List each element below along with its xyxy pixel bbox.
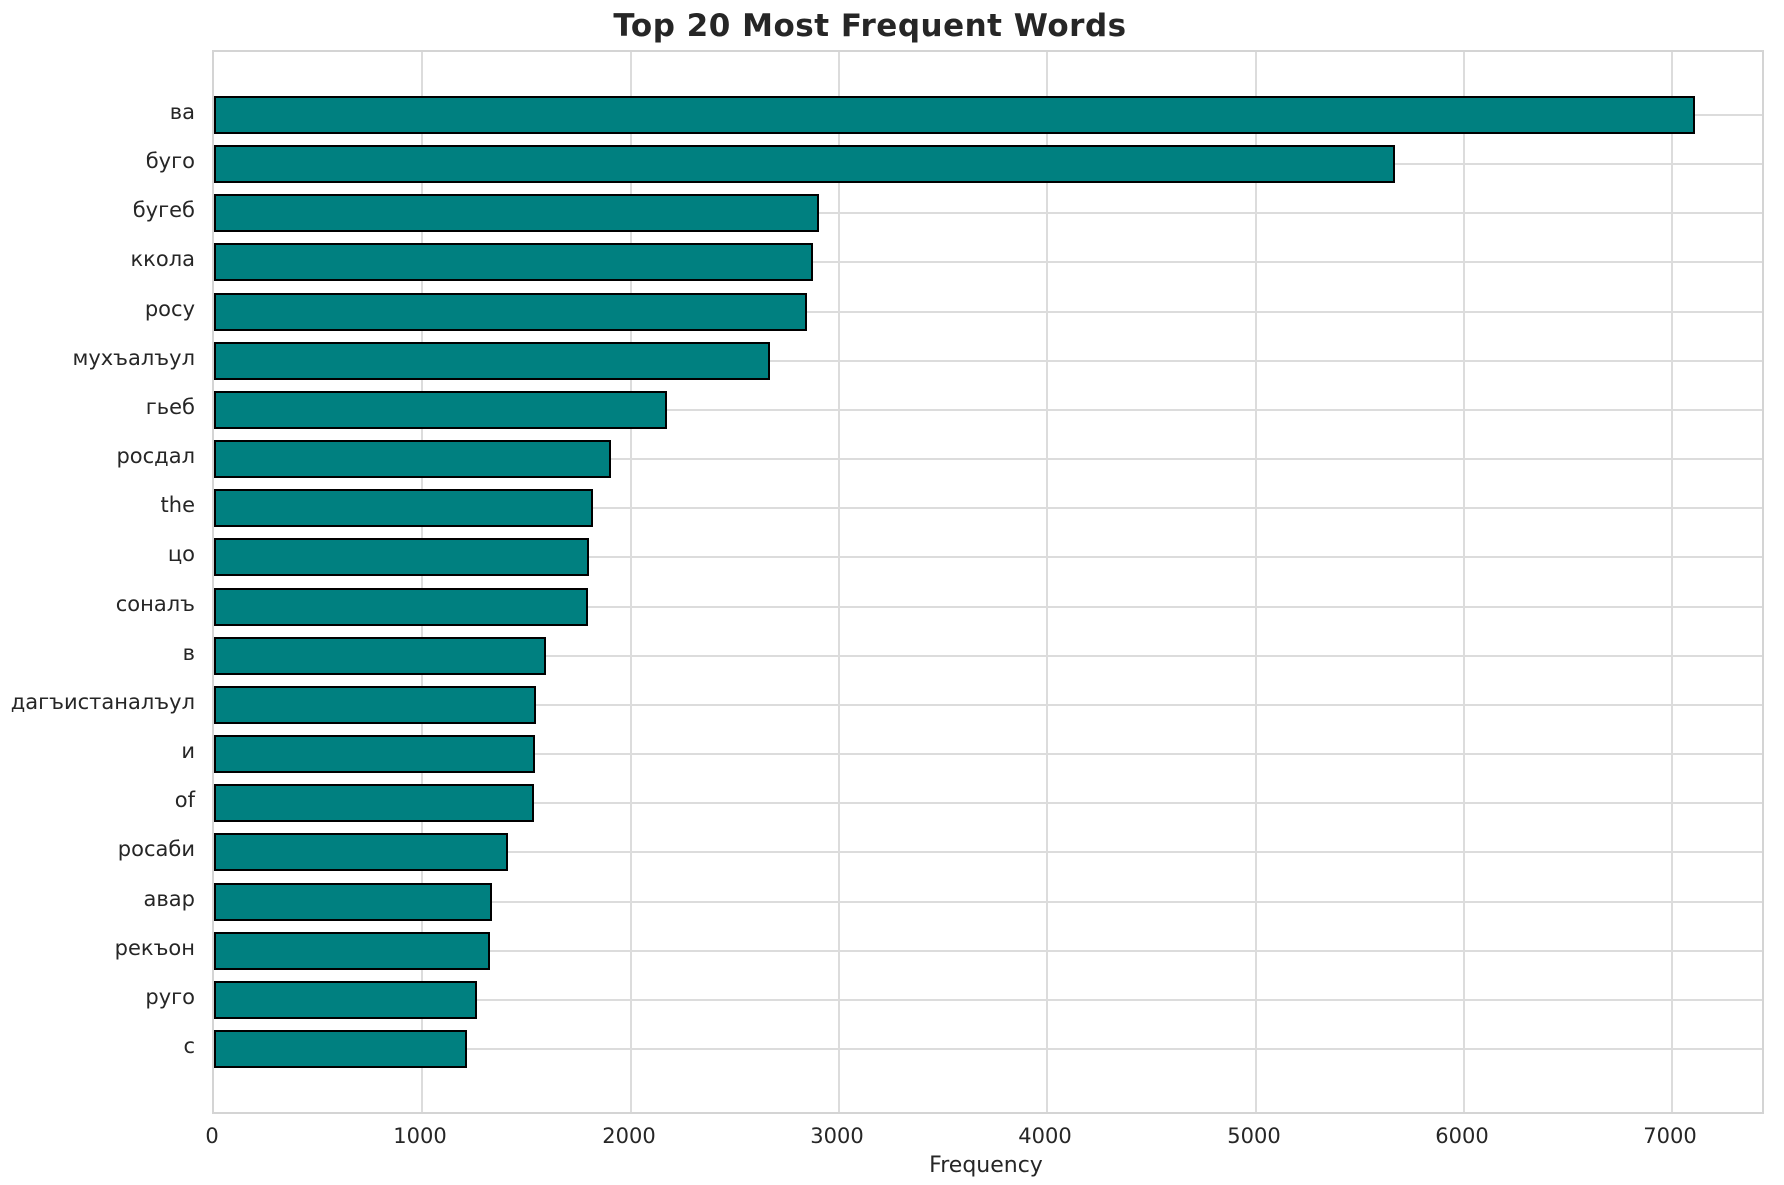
bar bbox=[214, 686, 536, 724]
y-gridline bbox=[214, 507, 1762, 509]
bar bbox=[214, 391, 667, 429]
y-gridline bbox=[214, 261, 1762, 263]
y-tick-label: рекъон bbox=[114, 936, 195, 960]
y-gridline bbox=[214, 655, 1762, 657]
y-tick-label: авар bbox=[143, 887, 195, 911]
y-gridline bbox=[214, 999, 1762, 1001]
bar bbox=[214, 833, 508, 871]
x-gridline bbox=[838, 52, 840, 1112]
y-tick-label: с bbox=[183, 1034, 195, 1058]
y-tick-label: мухъалъул bbox=[72, 346, 195, 370]
y-tick-label: the bbox=[160, 493, 195, 517]
y-gridline bbox=[214, 458, 1762, 460]
x-tick-label: 3000 bbox=[810, 1124, 864, 1148]
x-gridline bbox=[1255, 52, 1257, 1112]
y-tick-label: в bbox=[182, 641, 195, 665]
x-gridline bbox=[1046, 52, 1048, 1112]
y-tick-label: гьеб bbox=[145, 395, 195, 419]
y-gridline bbox=[214, 901, 1762, 903]
bar bbox=[214, 637, 546, 675]
bar bbox=[214, 932, 490, 970]
bar bbox=[214, 145, 1395, 183]
y-tick-label: дагъистаналъул bbox=[10, 690, 195, 714]
y-gridline bbox=[214, 556, 1762, 558]
y-gridline bbox=[214, 802, 1762, 804]
y-tick-label: цо bbox=[167, 542, 195, 566]
plot-area bbox=[212, 50, 1764, 1114]
y-gridline bbox=[214, 212, 1762, 214]
x-tick-label: 2000 bbox=[602, 1124, 656, 1148]
y-tick-label: бугеб bbox=[132, 198, 195, 222]
x-tick-label: 1000 bbox=[393, 1124, 447, 1148]
x-axis-title: Frequency bbox=[929, 1153, 1043, 1178]
y-gridline bbox=[214, 704, 1762, 706]
x-tick-label: 6000 bbox=[1435, 1124, 1489, 1148]
y-gridline bbox=[214, 311, 1762, 313]
y-tick-label: руго bbox=[145, 985, 195, 1009]
bar bbox=[214, 588, 588, 626]
y-tick-label: ва bbox=[169, 100, 195, 124]
y-tick-label: росу bbox=[144, 297, 195, 321]
chart-title: Top 20 Most Frequent Words bbox=[613, 8, 1127, 44]
x-gridline bbox=[1463, 52, 1465, 1112]
x-tick-label: 5000 bbox=[1227, 1124, 1281, 1148]
x-gridline bbox=[630, 52, 632, 1112]
y-tick-label: соналъ bbox=[115, 592, 195, 616]
bar bbox=[214, 96, 1695, 134]
y-gridline bbox=[214, 1048, 1762, 1050]
y-tick-label: ккола bbox=[130, 247, 195, 271]
bar bbox=[214, 342, 770, 380]
y-tick-label: росаби bbox=[117, 837, 195, 861]
bar bbox=[214, 883, 492, 921]
y-tick-label: буго bbox=[145, 149, 195, 173]
bar bbox=[214, 293, 807, 331]
bar bbox=[214, 440, 611, 478]
x-tick-label: 0 bbox=[205, 1124, 219, 1148]
bar bbox=[214, 538, 589, 576]
bar bbox=[214, 1030, 467, 1068]
y-gridline bbox=[214, 409, 1762, 411]
y-gridline bbox=[214, 753, 1762, 755]
y-tick-label: of bbox=[174, 788, 195, 812]
bar bbox=[214, 981, 477, 1019]
bar bbox=[214, 784, 534, 822]
y-gridline bbox=[214, 360, 1762, 362]
y-tick-label: росдал bbox=[116, 444, 195, 468]
bar bbox=[214, 735, 535, 773]
x-gridline bbox=[1671, 52, 1673, 1112]
bar bbox=[214, 489, 593, 527]
x-tick-label: 4000 bbox=[1018, 1124, 1072, 1148]
bar bbox=[214, 243, 813, 281]
bar bbox=[214, 194, 819, 232]
y-gridline bbox=[214, 851, 1762, 853]
y-gridline bbox=[214, 606, 1762, 608]
x-gridline bbox=[421, 52, 423, 1112]
y-gridline bbox=[214, 950, 1762, 952]
x-tick-label: 7000 bbox=[1643, 1124, 1697, 1148]
y-tick-label: и bbox=[181, 739, 195, 763]
